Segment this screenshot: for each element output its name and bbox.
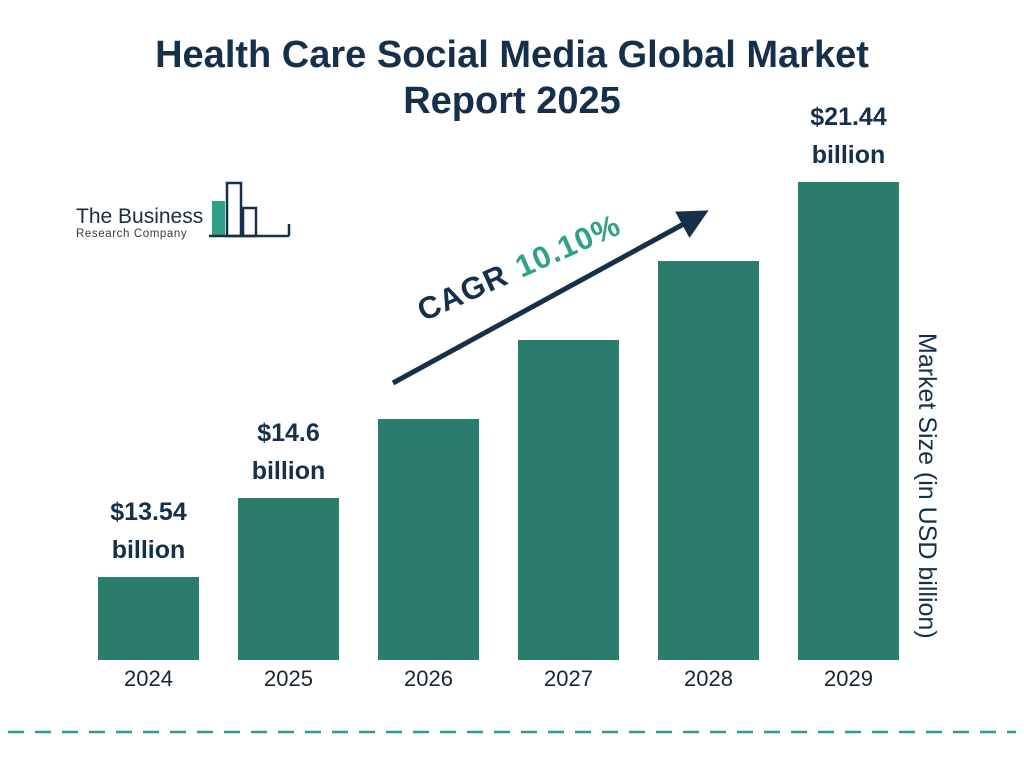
x-axis-label-2024: 2024 [124, 666, 173, 691]
y-axis-label: Market Size (in USD billion) [913, 333, 941, 639]
chart-title-line2: Report 2025 [403, 80, 621, 123]
x-axis-label-2028: 2028 [684, 666, 733, 691]
bar-column-2024: $13.54 billion [98, 493, 199, 660]
logo-subname: Research Company [76, 228, 188, 240]
trend-arrow [391, 210, 709, 386]
bar-column-2025: $14.6 billion [238, 414, 339, 660]
bar-column-2027 [518, 340, 619, 660]
company-logo: The Business Research Company [76, 180, 295, 242]
bar-column-2029: $21.44 billion [798, 98, 899, 660]
bar-2025 [238, 498, 339, 660]
bar-chart: $13.54 billion $14.6 billion $21.44 billion [98, 0, 899, 660]
company-logo-text: The Business Research Company [76, 204, 204, 242]
bottom-dashed-line [8, 730, 1016, 734]
chart-title-line1: Health Care Social Media Global Market [155, 34, 869, 76]
bar-2024 [98, 577, 199, 660]
x-axis-label-2025: 2025 [264, 666, 313, 691]
bar-value-label-2024: $13.54 billion [110, 498, 187, 564]
bar-column-2028 [658, 261, 759, 660]
x-axis-label-2027: 2027 [544, 666, 593, 691]
bar-value-label-2025: $14.6 billion [251, 419, 326, 485]
bar-value-label-2029: $21.44 billion [810, 103, 887, 169]
chart-title: Health Care Social Media Global Market R… [0, 32, 1024, 125]
x-axis-label-2026: 2026 [404, 666, 453, 691]
logo-name: The Business [76, 204, 204, 228]
bar-2028 [658, 261, 759, 660]
bar-column-2026 [378, 419, 479, 660]
x-axis-label-2029: 2029 [824, 666, 873, 691]
bar-2029 [798, 182, 899, 660]
x-axis-labels: 2024 2025 2026 2027 2028 2029 [98, 666, 899, 692]
bar-2026 [378, 419, 479, 660]
bar-chart-logo-icon [209, 181, 291, 238]
bar-2027 [518, 340, 619, 660]
